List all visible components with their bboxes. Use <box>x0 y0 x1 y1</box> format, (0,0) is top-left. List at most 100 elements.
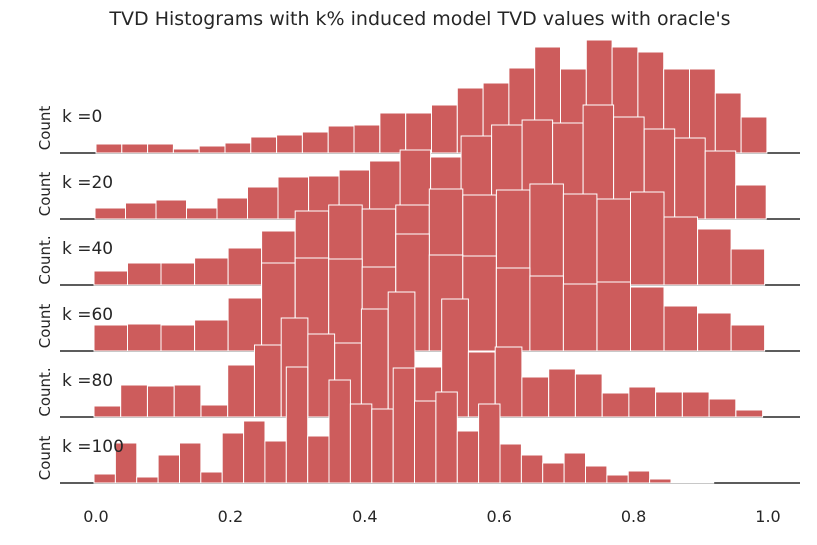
histogram-bar <box>735 184 767 220</box>
histogram-bar <box>735 409 764 418</box>
panel-ylabel: Count. <box>36 235 54 284</box>
histogram-bar <box>198 145 226 154</box>
histogram-bar <box>405 112 433 154</box>
histogram-bar <box>173 384 202 418</box>
histogram-bar <box>360 308 389 418</box>
histogram-bar <box>730 324 766 352</box>
x-tick-label: 0.6 <box>486 507 511 526</box>
histogram-bar <box>529 183 564 286</box>
panel-label: k =80 <box>62 371 113 391</box>
histogram-bar <box>670 481 693 484</box>
histogram-bar <box>254 344 282 418</box>
histogram-bar <box>606 474 629 484</box>
histogram-bar <box>730 248 766 286</box>
histogram-bar <box>353 124 381 154</box>
histogram-bar <box>93 405 122 418</box>
histogram-bar <box>147 143 174 154</box>
histogram-bar <box>681 391 710 418</box>
histogram-bar <box>697 312 732 352</box>
histogram-bar <box>157 454 181 484</box>
histogram-bar <box>495 267 531 352</box>
histogram-bar <box>120 384 148 418</box>
histogram-bar <box>200 471 223 484</box>
histogram-bar <box>186 207 218 220</box>
histogram-bar <box>125 202 157 220</box>
histogram-bar <box>264 440 287 484</box>
histogram-bar <box>114 442 138 484</box>
histogram-bar <box>740 116 768 154</box>
histogram-bar <box>674 137 706 220</box>
histogram-bar <box>227 364 255 418</box>
panel-ylabel: Count <box>36 436 54 481</box>
panel-label: k =100 <box>62 437 124 457</box>
histogram-bar <box>574 373 603 418</box>
histogram-bar <box>194 257 229 286</box>
panel-label: k =20 <box>62 173 113 193</box>
panel-ylabel: Count <box>36 304 54 349</box>
panel-label: k =60 <box>62 305 113 325</box>
histogram-bar <box>414 400 437 484</box>
histogram-bar <box>247 186 279 220</box>
histogram-bar <box>562 283 598 352</box>
histogram-bar <box>93 324 128 352</box>
histogram-bar <box>630 191 665 286</box>
histogram-bar <box>601 392 630 418</box>
histogram-bar <box>499 443 522 484</box>
histogram-bar <box>663 216 698 286</box>
histogram-bar <box>542 462 565 484</box>
histogram-bar <box>194 319 229 352</box>
histogram-bar <box>301 131 329 154</box>
histogram-bar <box>227 247 263 286</box>
histogram-bar <box>160 324 195 352</box>
histogram-bar <box>127 262 162 286</box>
x-tick-label: 1.0 <box>755 507 780 526</box>
histogram-bar <box>628 386 657 418</box>
histogram-bar <box>379 112 407 154</box>
histogram-bar <box>529 275 564 352</box>
histogram-bar <box>155 199 187 220</box>
histogram-bar <box>200 404 229 418</box>
histogram-bar <box>691 481 715 484</box>
histogram-bar <box>216 197 248 220</box>
panel-label: k =40 <box>62 239 113 259</box>
histogram-bar <box>307 435 330 484</box>
histogram-bar <box>243 420 266 484</box>
histogram-bar <box>649 478 672 484</box>
histogram-bar <box>328 379 351 484</box>
histogram-bar <box>708 398 737 418</box>
histogram-bar <box>221 432 245 484</box>
histogram-bar <box>562 193 598 286</box>
histogram-bar <box>227 297 263 352</box>
chart-title: TVD Histograms with k% induced model TVD… <box>109 8 731 30</box>
histogram-bar <box>127 323 162 352</box>
histogram-bar <box>596 281 631 352</box>
histogram-bar <box>250 136 278 154</box>
histogram-bar <box>172 148 200 154</box>
histogram-bar <box>548 368 576 418</box>
histogram-bar <box>585 465 608 484</box>
histogram-bar <box>627 470 651 484</box>
histogram-bar <box>179 442 202 484</box>
x-tick-label: 0.8 <box>621 507 646 526</box>
histogram-bar <box>596 198 631 286</box>
histogram-bar <box>276 134 303 154</box>
histogram-bar <box>478 403 501 484</box>
histogram-bar <box>714 92 742 154</box>
histogram-bar <box>371 408 394 484</box>
histogram-bar <box>655 391 683 418</box>
histogram-bar <box>630 286 665 352</box>
histogram-bar <box>160 262 195 286</box>
x-tick-label: 0.0 <box>83 507 108 526</box>
histogram-bar <box>663 305 698 352</box>
panel-label: k =0 <box>62 107 102 127</box>
histogram-bar <box>94 207 126 220</box>
histogram-bar <box>697 228 732 286</box>
histogram-bar <box>121 143 149 154</box>
histogram-bar <box>136 476 159 484</box>
histogram-bar <box>521 376 550 418</box>
histogram-bar <box>435 391 458 484</box>
histogram-bar <box>93 270 128 286</box>
histogram-bar <box>147 385 175 418</box>
histogram-bar <box>704 150 737 220</box>
